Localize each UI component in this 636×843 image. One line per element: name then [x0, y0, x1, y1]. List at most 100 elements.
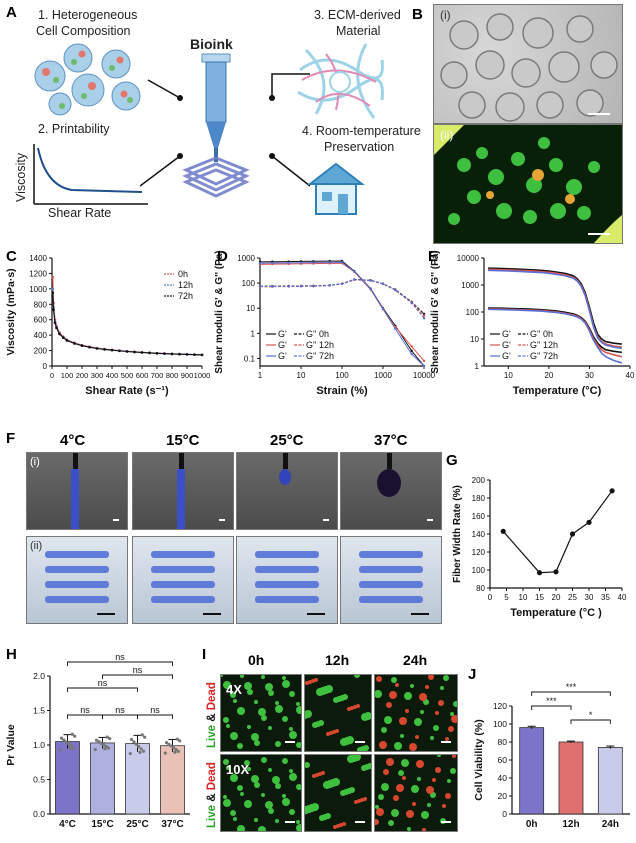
x-tick-label: 30: [585, 593, 594, 602]
y-tick-label: 140: [472, 530, 486, 539]
x-tick-label: 15°C: [91, 819, 113, 830]
series-line: [260, 279, 425, 319]
data-point: [137, 744, 141, 749]
data-point: [94, 738, 99, 742]
data-point: [422, 317, 426, 320]
bar: [125, 743, 150, 815]
legend-label: G': [502, 340, 511, 350]
y-tick-label: 120: [493, 701, 507, 711]
data-point: [271, 285, 274, 288]
data-point: [394, 327, 397, 331]
x-tick-label: 700: [151, 371, 164, 380]
significance-bracket: [137, 714, 173, 719]
y-tick-label: 1.5: [33, 706, 45, 716]
legend-label: G'' 0h: [306, 329, 329, 339]
bar: [558, 741, 584, 815]
data-point: [271, 261, 274, 265]
x-tick-label: 100: [61, 371, 74, 380]
data-point: [58, 748, 62, 752]
time-label: 0h: [248, 652, 265, 668]
scale-bar: [588, 113, 610, 115]
x-tick-label: 300: [91, 371, 104, 380]
y-tick-label: 200: [472, 476, 486, 485]
bar: [55, 741, 80, 815]
syringe-illustration: [182, 53, 250, 198]
y-tick-label: 1200: [29, 269, 47, 278]
x-tick-label: 1000: [194, 371, 210, 380]
legend-label: 12h: [178, 280, 193, 290]
data-point: [422, 364, 426, 368]
x-tick-label: 12h: [562, 819, 579, 830]
y-tick-label: 10000: [457, 254, 480, 263]
y-tick-label: 0.1: [244, 354, 256, 363]
panel-label-j: J: [468, 666, 477, 683]
data-point: [97, 740, 101, 744]
x-tick-label: 0: [488, 593, 493, 602]
x-tick-label: 10000: [413, 371, 436, 380]
legend-label: G': [502, 329, 511, 339]
legend-label: G': [278, 329, 287, 339]
live-dead-image: [433, 124, 623, 244]
y-tick-label: 60: [498, 755, 508, 765]
x-tick-label: 25: [568, 593, 577, 602]
data-point: [553, 569, 559, 575]
y-tick-label: 10: [246, 304, 255, 313]
panel-label-a: A: [6, 4, 17, 21]
data-point: [410, 345, 413, 348]
data-point: [132, 740, 136, 744]
data-point: [128, 751, 132, 756]
panel-a-item1b: Cell Composition: [36, 24, 131, 38]
data-point: [422, 312, 426, 315]
data-point: [174, 748, 178, 752]
data-point: [410, 352, 413, 356]
data-point: [258, 262, 262, 265]
data-point: [422, 359, 426, 363]
data-point: [176, 749, 181, 753]
chart-temperature-sweep: 1 10 100 1000 10000 10 20 30 40 G' G'' 0h G' G'' 12h…: [430, 250, 635, 397]
x-tick-label: 600: [136, 371, 149, 380]
series-line: [488, 267, 622, 345]
significance-bracket: [531, 691, 611, 696]
data-point: [139, 747, 143, 751]
data-point: [68, 747, 72, 751]
y-tick-label: 1: [475, 362, 480, 371]
y-tick-label: 100: [242, 279, 256, 288]
x-tick-label: 20: [552, 593, 561, 602]
legend-label: G': [502, 351, 511, 361]
y-tick-label: 100: [472, 566, 486, 575]
significance-bracket: [102, 674, 173, 679]
x-tick-label: 0: [50, 371, 54, 380]
panel-a-item4b: Preservation: [324, 140, 395, 154]
significance-label: ns: [80, 705, 90, 715]
y-tick-label: 400: [34, 331, 48, 340]
x-axis-label: Temperature (°C ): [510, 607, 602, 619]
mini-plot-xlabel: Shear Rate: [48, 206, 112, 220]
x-tick-label: 25°C: [126, 819, 148, 830]
data-point: [118, 349, 121, 353]
data-point: [71, 746, 76, 750]
y-tick-label: 180: [472, 494, 486, 503]
data-point: [175, 737, 179, 741]
temperature-label: 25°C: [270, 432, 304, 449]
data-point: [102, 743, 106, 747]
x-tick-label: 35: [601, 593, 610, 602]
x-tick-label: 5: [504, 593, 509, 602]
printed-lattice-photo: [236, 536, 338, 624]
y-axis-label: Fiber Width Rate (%): [452, 485, 463, 583]
data-point: [140, 733, 144, 737]
panel-b-sub1: (i): [440, 8, 451, 22]
x-tick-label: 400: [106, 371, 119, 380]
significance-bracket: [67, 661, 173, 666]
data-point: [410, 301, 413, 305]
bar: [90, 742, 115, 815]
amp-label: &: [206, 790, 218, 805]
data-point: [353, 270, 356, 273]
data-point: [69, 744, 73, 748]
significance-label: *: [589, 710, 593, 720]
legend-label: 72h: [178, 291, 193, 301]
y-tick-label: 80: [476, 584, 485, 593]
data-point: [103, 348, 106, 351]
time-label: 12h: [325, 652, 350, 668]
data-point: [340, 261, 344, 264]
bioink-title: Bioink: [190, 36, 233, 52]
